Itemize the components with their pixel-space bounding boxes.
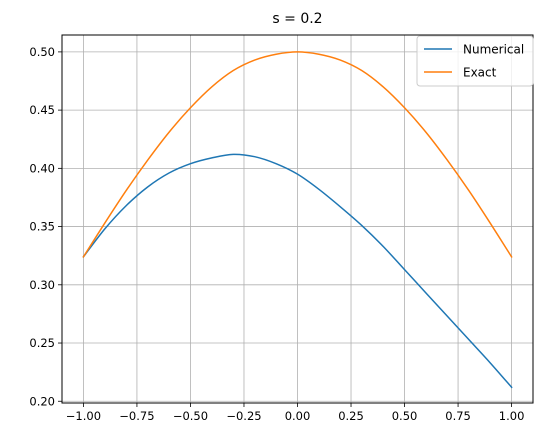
y-tick-label: 0.40 — [29, 161, 55, 175]
y-tick-label: 0.20 — [29, 394, 55, 408]
series-line-exact — [82, 51, 513, 258]
x-tick-label: 0.00 — [285, 409, 311, 423]
x-tick-label: −0.75 — [119, 409, 154, 423]
y-tick-label: 0.30 — [29, 278, 55, 292]
x-tick-label: 1.00 — [499, 409, 525, 423]
legend-label-exact: Exact — [463, 66, 497, 80]
x-tick-label: 0.50 — [392, 409, 418, 423]
x-tick-label: −0.50 — [173, 409, 208, 423]
series-line-numerical — [82, 153, 513, 389]
y-axis-ticks: 0.20 0.25 0.30 0.35 0.40 0.45 0.50 — [29, 45, 62, 408]
x-tick-label: 0.25 — [338, 409, 364, 423]
legend: Numerical Exact — [416, 35, 534, 87]
y-tick-label: 0.35 — [29, 220, 55, 234]
series-layer — [82, 51, 513, 389]
grid — [62, 35, 533, 403]
x-tick-label: −1.00 — [66, 409, 101, 423]
y-tick-label: 0.50 — [29, 45, 55, 59]
x-tick-label: 0.75 — [445, 409, 471, 423]
chart-title: s = 0.2 — [272, 11, 322, 27]
x-tick-label: −0.25 — [226, 409, 261, 423]
legend-label-numerical: Numerical — [463, 43, 524, 57]
y-tick-label: 0.25 — [29, 336, 55, 350]
y-tick-label: 0.45 — [29, 103, 55, 117]
x-axis-ticks: −1.00 −0.75 −0.50 −0.25 0.00 0.25 0.50 0.75 1.00 — [66, 403, 525, 423]
